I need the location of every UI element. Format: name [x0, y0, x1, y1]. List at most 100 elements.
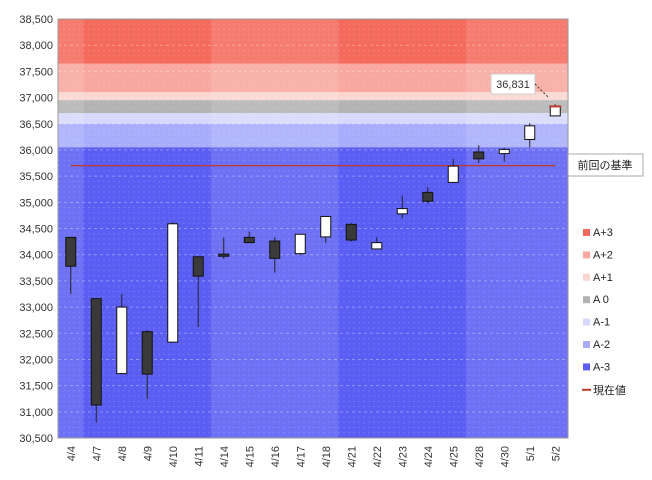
legend-swatch [583, 251, 590, 259]
x-tick-label: 4/25 [448, 446, 460, 467]
candle-4/22 [371, 237, 383, 250]
current-value-callout: 36,831 [490, 73, 549, 98]
candle-body [320, 215, 332, 238]
candle-body [524, 125, 536, 140]
week-shade [211, 19, 339, 438]
x-tick-label: 4/21 [346, 446, 358, 467]
callout-leader [534, 83, 549, 98]
y-tick-label: 34,500 [19, 224, 53, 236]
legend-label: A+3 [593, 227, 613, 239]
x-tick-label: 5/2 [550, 446, 562, 461]
y-tick-label: 36,000 [19, 145, 53, 157]
band-a2 [58, 63, 568, 93]
plot-border [57, 18, 569, 439]
candle-body [269, 240, 281, 259]
candle-body [345, 223, 357, 241]
candle-body [218, 253, 230, 257]
candle-body [371, 242, 383, 250]
candle-4/15 [243, 231, 255, 244]
legend-label: A+2 [593, 249, 613, 261]
candle-body [65, 236, 77, 267]
candle-4/4 [65, 236, 77, 294]
reference-note-box [567, 153, 644, 177]
week-shade [58, 19, 84, 438]
legend-swatch [583, 273, 590, 281]
band-a2 [58, 123, 568, 148]
x-tick-label: 4/7 [91, 446, 103, 461]
legend: A+3 A+2 A+1 A 0 A-1 A-2 A-3 現在値 [582, 227, 626, 397]
candle-body [294, 233, 306, 255]
x-tick-label: 4/23 [397, 446, 409, 467]
y-tick-label: 36,500 [19, 119, 53, 131]
candle-5/1 [524, 123, 536, 148]
band-a3 [58, 19, 568, 64]
candle-4/9 [141, 330, 153, 399]
x-tick-label: 4/17 [295, 446, 307, 467]
x-axis: 4/4 4/7 4/8 4/9 4/10 4/11 4/14 4/15 4/16 4/17 4/18… [66, 446, 563, 467]
x-tick-label: 4/16 [270, 446, 282, 467]
candle-body [549, 105, 561, 117]
candle-4/25 [447, 158, 459, 183]
candles [65, 104, 562, 423]
candle-body [243, 236, 255, 244]
legend-swatch [583, 318, 590, 326]
y-tick-label: 35,000 [19, 197, 53, 209]
candle-body [90, 298, 102, 406]
candle-4/30 [498, 147, 510, 162]
y-tick-label: 32,000 [19, 354, 53, 366]
y-axis: 30,500 31,000 31,500 32,000 32,500 33,000 33,5… [19, 14, 53, 445]
x-tick-label: 4/4 [66, 446, 78, 461]
y-tick-label: 37,000 [19, 93, 53, 105]
zone-bands [58, 19, 568, 438]
legend-label: A-3 [593, 361, 610, 373]
candle-body [167, 223, 179, 343]
candle-body [141, 331, 153, 375]
x-tick-label: 4/15 [244, 446, 256, 467]
y-tick-label: 31,000 [19, 407, 53, 419]
x-tick-label: 4/14 [219, 446, 231, 467]
x-tick-label: 4/8 [117, 446, 129, 461]
x-tick-label: 4/11 [193, 446, 205, 467]
candle-body [396, 208, 408, 215]
x-tick-label: 4/30 [499, 446, 511, 467]
legend-label: 現在値 [593, 384, 626, 397]
candle-body [192, 256, 204, 277]
legend-label: A 0 [593, 294, 609, 306]
x-tick-label: 4/10 [168, 446, 180, 467]
y-tick-label: 37,500 [19, 66, 53, 78]
legend-label: A+1 [593, 272, 613, 284]
band-a3 [58, 147, 568, 438]
candle-body [116, 306, 128, 375]
x-tick-label: 5/1 [525, 446, 537, 461]
x-tick-label: 4/22 [372, 446, 384, 467]
reference-note: 前回の基準 [567, 153, 644, 177]
y-tick-label: 38,500 [19, 14, 53, 26]
band-a0 [58, 100, 568, 114]
y-tick-label: 32,500 [19, 328, 53, 340]
y-tick-label: 33,500 [19, 276, 53, 288]
candle-4/18 [320, 215, 332, 243]
band-a1 [58, 92, 568, 101]
y-tick-label: 38,000 [19, 40, 53, 52]
legend-swatch [583, 363, 590, 371]
legend-label: A-2 [593, 339, 610, 351]
band-a1 [58, 113, 568, 124]
x-tick-label: 4/9 [142, 446, 154, 461]
legend-swatch [583, 341, 590, 348]
candle-body [422, 191, 434, 202]
candle-body [498, 148, 510, 155]
legend-swatch [583, 229, 590, 236]
y-tick-label: 30,500 [19, 433, 53, 445]
y-tick-label: 33,000 [19, 302, 53, 314]
legend-label: A-1 [593, 317, 610, 329]
candle-4/24 [422, 187, 434, 204]
candle-4/14 [218, 237, 230, 259]
candle-4/10 [167, 222, 179, 343]
y-tick-label: 31,500 [19, 381, 53, 393]
candle-4/17 [294, 233, 306, 256]
candle-4/28 [473, 145, 485, 164]
candle-4/16 [269, 237, 281, 273]
current-value-label: 36,831 [496, 79, 530, 91]
candle-4/8 [116, 293, 128, 375]
